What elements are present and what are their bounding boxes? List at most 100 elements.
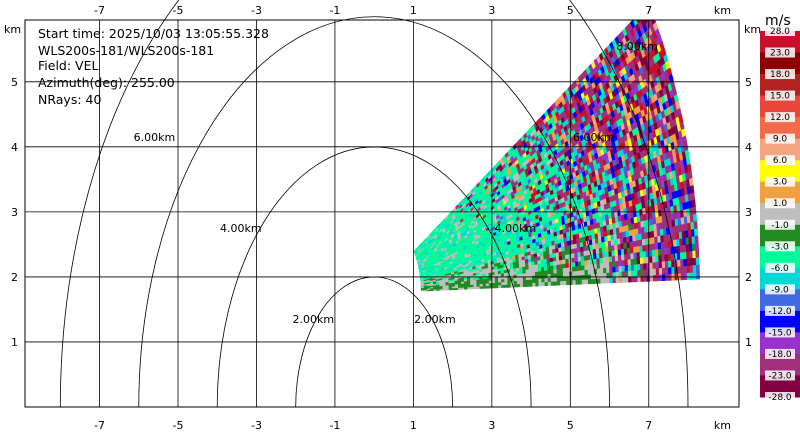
range-gate bbox=[668, 266, 673, 275]
range-gate bbox=[528, 278, 533, 284]
range-ring-label: 4.00km bbox=[220, 222, 262, 235]
y-tick-label-right: 3 bbox=[745, 206, 752, 219]
range-gate bbox=[621, 276, 626, 283]
colorbar-label: -15.0 bbox=[768, 328, 792, 338]
range-gate bbox=[596, 267, 601, 274]
range-gate bbox=[627, 264, 632, 272]
x-tick-label-bottom: 7 bbox=[645, 419, 652, 432]
range-gate bbox=[541, 273, 546, 279]
x-tick-label-bottom: -1 bbox=[329, 419, 340, 432]
range-gate bbox=[572, 270, 577, 276]
range-gate bbox=[516, 283, 521, 288]
x-tick-label-top: -1 bbox=[329, 4, 340, 17]
range-gate bbox=[640, 269, 645, 276]
range-gate bbox=[658, 260, 663, 269]
range-gate bbox=[563, 280, 567, 286]
range-gate bbox=[559, 267, 564, 273]
colorbar-label: -9.0 bbox=[771, 285, 789, 295]
range-gate bbox=[562, 271, 567, 277]
colorbar-label: -18.0 bbox=[768, 350, 792, 360]
colorbar-label: 6.0 bbox=[773, 156, 788, 166]
range-gate bbox=[529, 282, 533, 287]
range-gate bbox=[680, 272, 685, 281]
range-gate bbox=[652, 261, 657, 269]
range-gate bbox=[686, 257, 691, 266]
range-gate bbox=[599, 262, 604, 269]
range-gate bbox=[624, 270, 629, 277]
range-gate bbox=[581, 269, 586, 276]
y-tick-label-right: 4 bbox=[745, 141, 752, 154]
range-gate bbox=[556, 268, 561, 274]
range-gate bbox=[694, 234, 699, 244]
range-gate bbox=[630, 269, 635, 277]
range-gate bbox=[587, 268, 592, 275]
range-gate bbox=[689, 264, 694, 273]
range-ring-label: 4.00km bbox=[495, 222, 537, 235]
range-gate bbox=[605, 261, 610, 268]
range-gate bbox=[600, 272, 604, 279]
range-gate bbox=[556, 276, 561, 282]
range-gate bbox=[525, 279, 530, 284]
y-unit-right: km bbox=[744, 23, 761, 36]
range-gate bbox=[655, 267, 660, 275]
range-gate bbox=[565, 271, 570, 277]
range-gate bbox=[658, 267, 663, 275]
range-gate bbox=[615, 276, 620, 284]
range-gate bbox=[602, 261, 607, 269]
range-gate bbox=[547, 277, 552, 283]
range-gate bbox=[603, 277, 608, 284]
range-gate bbox=[519, 283, 524, 288]
range-gate bbox=[541, 277, 546, 283]
range-gate bbox=[553, 268, 558, 274]
range-gate bbox=[671, 266, 676, 274]
colorbar-label: -3.0 bbox=[771, 242, 789, 252]
range-gate bbox=[535, 281, 540, 287]
range-gate bbox=[574, 261, 579, 267]
range-gate bbox=[615, 271, 620, 278]
range-gate bbox=[643, 268, 648, 276]
colorbar-label: 9.0 bbox=[773, 135, 788, 145]
colorbar-label: 23.0 bbox=[770, 49, 790, 59]
range-gate bbox=[637, 275, 642, 283]
range-gate bbox=[562, 267, 567, 273]
range-gate bbox=[695, 264, 700, 273]
y-unit-left: km bbox=[4, 23, 21, 36]
range-gate bbox=[556, 280, 561, 286]
range-ring-label: 6.00km bbox=[573, 131, 615, 144]
x-tick-label-bottom: 5 bbox=[567, 419, 574, 432]
range-gate bbox=[609, 266, 614, 273]
field-text: Field: VEL bbox=[38, 58, 98, 73]
range-gate bbox=[652, 274, 657, 282]
range-gate bbox=[683, 272, 688, 281]
range-gate bbox=[618, 265, 623, 272]
range-gate bbox=[544, 281, 549, 287]
range-gate bbox=[599, 267, 604, 274]
range-gate bbox=[538, 278, 543, 283]
range-ring-label: 8.00km bbox=[616, 40, 658, 53]
range-gate bbox=[547, 269, 552, 275]
range-gate bbox=[662, 273, 666, 282]
colorbar-label: -12.0 bbox=[768, 307, 792, 317]
colorbar-unit: m/s bbox=[765, 13, 791, 29]
range-gate bbox=[590, 278, 595, 285]
range-gate bbox=[636, 263, 641, 271]
x-unit-top: km bbox=[714, 4, 731, 17]
azimuth-text: Azimuth(deg): 255.00 bbox=[38, 75, 175, 90]
range-gate bbox=[568, 270, 573, 277]
range-gate bbox=[689, 271, 694, 280]
colorbar-label: -23.0 bbox=[768, 371, 792, 381]
range-gate bbox=[640, 275, 645, 282]
range-gate bbox=[590, 268, 595, 275]
range-gate bbox=[621, 259, 626, 267]
range-gate bbox=[690, 191, 696, 201]
range-gate bbox=[559, 271, 564, 278]
range-gate bbox=[568, 266, 573, 272]
range-gate bbox=[525, 282, 530, 287]
range-gate bbox=[571, 261, 576, 268]
colorbar: 28.023.018.015.012.09.06.03.01.0-1.0-3.0… bbox=[760, 26, 800, 403]
x-tick-label-top: 1 bbox=[410, 4, 417, 17]
range-gate bbox=[664, 260, 669, 268]
range-gate bbox=[538, 281, 543, 287]
range-gate bbox=[627, 270, 632, 277]
